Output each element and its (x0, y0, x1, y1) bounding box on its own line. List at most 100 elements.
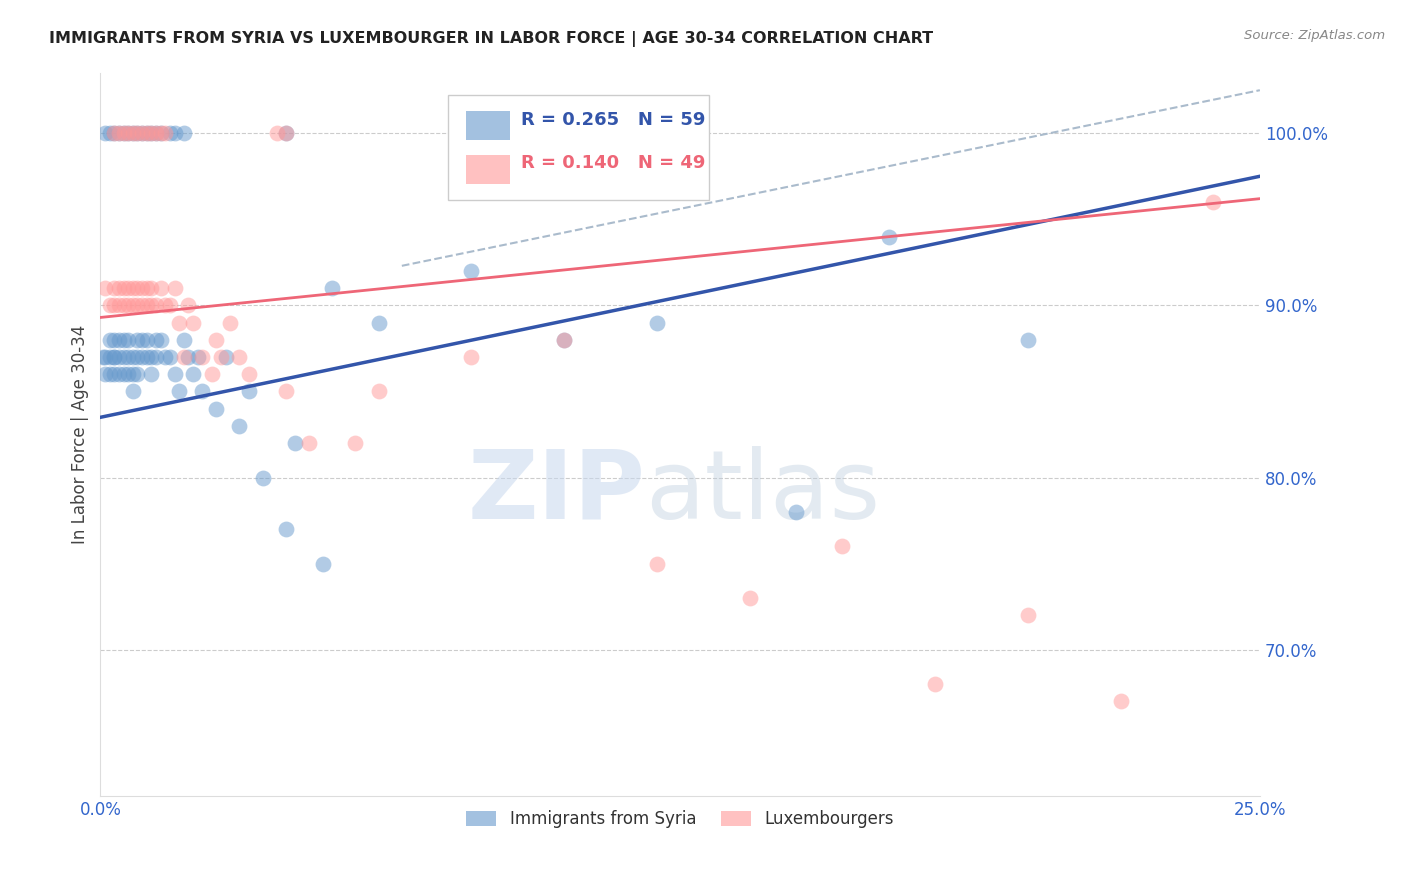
Point (145, 333, 167, 347)
Point (228, 418, 250, 433)
Point (135, 126, 157, 140)
Point (553, 333, 575, 347)
Point (219, 316, 242, 330)
Point (98, 368, 121, 382)
Point (108, 126, 131, 140)
Point (117, 350, 139, 364)
Point (131, 126, 153, 140)
Point (149, 126, 172, 140)
Point (121, 384, 143, 399)
Point (167, 316, 190, 330)
Point (117, 281, 139, 295)
Point (121, 126, 143, 140)
Point (117, 298, 139, 312)
Point (209, 350, 232, 364)
Point (163, 368, 186, 382)
Point (274, 522, 297, 536)
FancyBboxPatch shape (449, 95, 709, 200)
Legend: Immigrants from Syria, Luxembourgers: Immigrants from Syria, Luxembourgers (460, 804, 901, 835)
Point (103, 281, 125, 295)
Point (367, 384, 389, 399)
Point (127, 333, 149, 347)
Point (155, 126, 177, 140)
Point (645, 316, 668, 330)
Point (1109, 694, 1132, 708)
Point (112, 368, 135, 382)
Point (94, 126, 117, 140)
Text: IMMIGRANTS FROM SYRIA VS LUXEMBOURGER IN LABOR FORCE | AGE 30-34 CORRELATION CHA: IMMIGRANTS FROM SYRIA VS LUXEMBOURGER IN… (49, 31, 934, 47)
Point (145, 126, 167, 140)
Point (131, 126, 153, 140)
Point (131, 298, 153, 312)
Point (131, 281, 153, 295)
Point (131, 350, 153, 364)
Point (274, 384, 297, 399)
Point (117, 333, 139, 347)
Point (321, 281, 343, 295)
Point (181, 368, 204, 382)
Point (177, 350, 200, 364)
Point (238, 368, 260, 382)
Point (173, 126, 195, 140)
Point (274, 126, 297, 140)
Point (159, 126, 181, 140)
Point (108, 281, 131, 295)
Text: Source: ZipAtlas.com: Source: ZipAtlas.com (1244, 29, 1385, 42)
Point (94, 350, 117, 364)
Point (155, 350, 177, 364)
Point (344, 436, 367, 450)
Point (141, 126, 163, 140)
Text: atlas: atlas (645, 446, 880, 539)
Point (103, 350, 125, 364)
Point (205, 401, 228, 416)
Point (149, 281, 172, 295)
Point (1017, 608, 1039, 623)
Bar (465, 154, 509, 184)
Point (831, 540, 853, 554)
Point (117, 368, 139, 382)
Point (201, 368, 224, 382)
Text: R = 0.140   N = 49: R = 0.140 N = 49 (522, 154, 706, 172)
Point (103, 126, 125, 140)
Point (112, 333, 135, 347)
Point (266, 126, 288, 140)
Text: R = 0.265   N = 59: R = 0.265 N = 59 (522, 111, 706, 129)
Point (91, 350, 114, 364)
Point (108, 298, 131, 312)
Point (108, 126, 131, 140)
Point (553, 333, 575, 347)
Point (141, 281, 163, 295)
Point (98, 333, 121, 347)
Point (121, 298, 143, 312)
Point (738, 591, 761, 606)
Point (135, 298, 157, 312)
Point (103, 298, 125, 312)
Point (238, 384, 260, 399)
Point (127, 126, 149, 140)
Point (187, 350, 209, 364)
Point (127, 126, 149, 140)
Point (103, 333, 125, 347)
Point (145, 126, 167, 140)
Point (112, 298, 135, 312)
Point (135, 281, 157, 295)
Point (117, 126, 139, 140)
Point (131, 333, 153, 347)
Point (121, 281, 143, 295)
Point (191, 384, 214, 399)
Point (98, 298, 121, 312)
Point (141, 298, 163, 312)
Point (181, 316, 204, 330)
Point (1202, 195, 1225, 210)
Point (159, 298, 181, 312)
Point (163, 281, 186, 295)
Point (785, 505, 807, 519)
Point (103, 368, 125, 382)
Point (121, 368, 143, 382)
Point (103, 126, 125, 140)
Point (460, 264, 482, 278)
Point (127, 350, 149, 364)
Point (135, 126, 157, 140)
Point (108, 368, 131, 382)
Point (98, 350, 121, 364)
